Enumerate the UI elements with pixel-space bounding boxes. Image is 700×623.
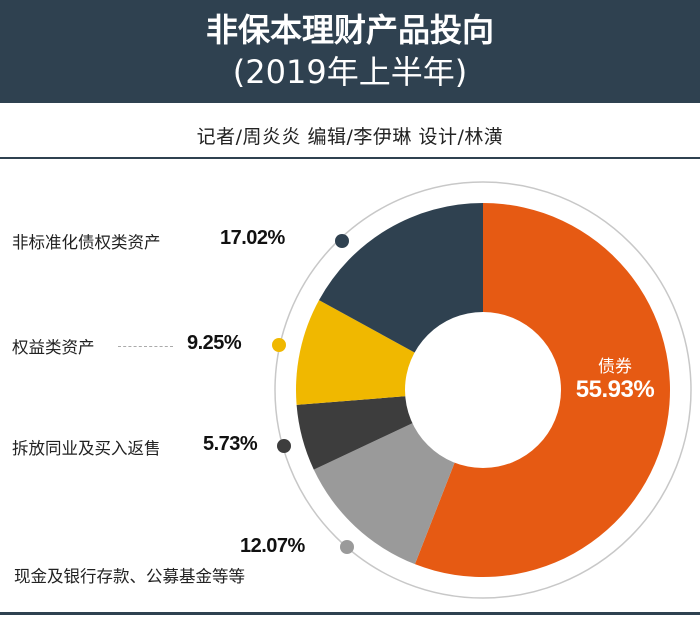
marker-interbank-icon: [277, 439, 291, 453]
equity-label: 权益类资产: [12, 338, 95, 357]
interbank-label: 拆放同业及买入返售: [12, 439, 161, 458]
nonstandard-pct: 17.02%: [220, 227, 285, 249]
divider-top: [0, 157, 700, 159]
equity-pct: 9.25%: [187, 332, 242, 354]
divider-bottom: [0, 612, 700, 615]
bonds-label: 债券: [598, 357, 632, 377]
cash-pct: 12.07%: [240, 535, 305, 557]
chart-title: 非保本理财产品投向: [205, 11, 494, 49]
bonds-pct: 55.93%: [575, 376, 655, 403]
donut-hole: [405, 312, 561, 468]
interbank-pct: 5.73%: [203, 433, 258, 455]
outer-ring: [274, 181, 692, 599]
header-banner: 非保本理财产品投向 (2019年上半年): [0, 0, 700, 103]
marker-equity-icon: [272, 338, 286, 352]
marker-cash-icon: [340, 540, 354, 554]
equity-leader-line: [118, 346, 173, 347]
chart-subtitle: (2019年上半年): [232, 53, 468, 91]
cash-label: 现金及银行存款、公募基金等等: [14, 567, 245, 586]
nonstandard-label: 非标准化债权类资产: [12, 233, 161, 252]
credits-line: 记者/周炎炎 编辑/李伊琳 设计/林潢: [196, 126, 504, 148]
marker-nonstandard-icon: [335, 234, 349, 248]
